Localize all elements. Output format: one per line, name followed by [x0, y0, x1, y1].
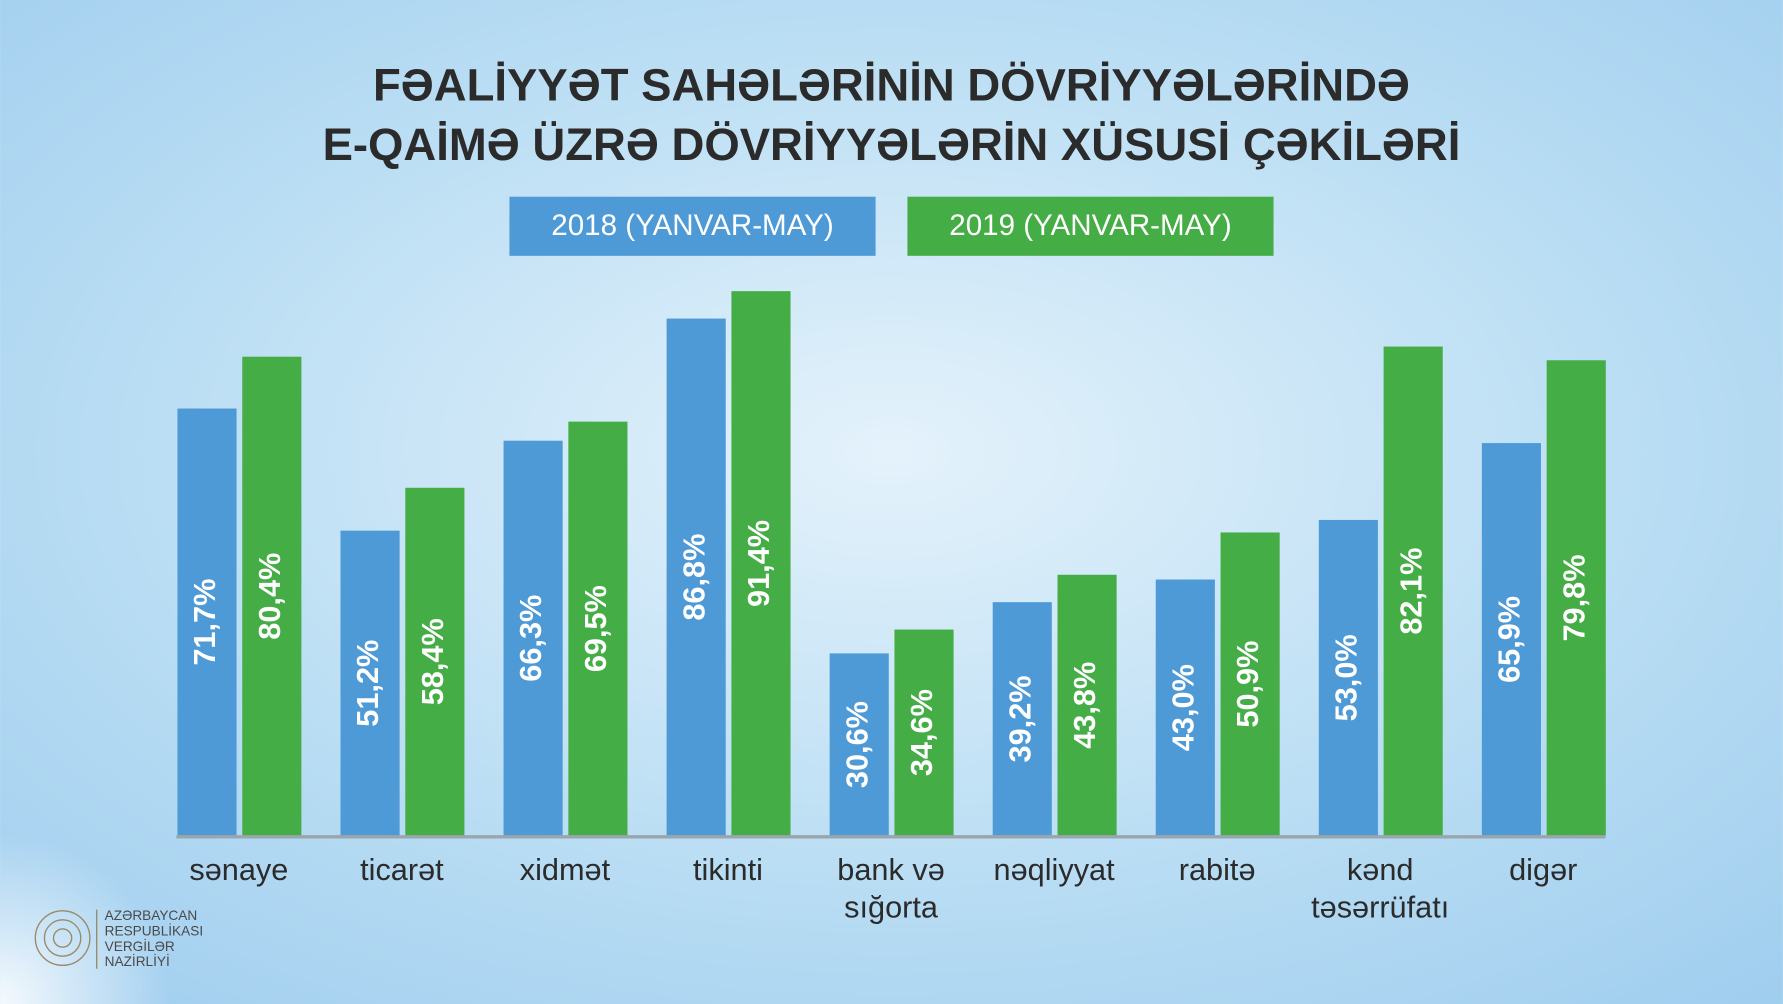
bar: [1318, 519, 1378, 836]
value-label: 39,2%: [1002, 675, 1037, 762]
bar: [1481, 443, 1541, 836]
bar: [503, 440, 563, 836]
value-label: 65,9%: [1492, 596, 1527, 683]
bar: [340, 530, 400, 836]
bar: [992, 602, 1052, 836]
bar: [568, 421, 628, 836]
bar: [1546, 360, 1606, 836]
legend-label: 2019 (YANVAR-MAY): [949, 209, 1231, 242]
x-tick-label: digər: [1509, 852, 1577, 887]
value-label: 66,3%: [513, 595, 548, 682]
value-label: 71,7%: [187, 579, 222, 666]
logo-text: AZƏRBAYCAN: [105, 908, 198, 923]
legend-swatch: [509, 196, 876, 256]
bar: [405, 487, 465, 836]
bar: [1057, 574, 1117, 836]
bar: [731, 291, 791, 836]
x-tick-label: rabitə: [1179, 852, 1256, 887]
logo-text: RESPUBLİKASI: [105, 923, 203, 938]
chart-title: FƏALİYYƏT SAHƏLƏRİNİN DÖVRİYYƏLƏRİNDƏ E-Q…: [323, 60, 1461, 170]
bar: [1155, 579, 1215, 836]
value-label: 69,5%: [578, 585, 613, 672]
bar: [177, 408, 237, 836]
bar: [894, 629, 954, 836]
bar: [829, 653, 889, 836]
x-tick-label: tikinti: [693, 852, 763, 887]
logo-emblem: [34, 909, 98, 969]
x-tick-label: kənd təsərrüfatı: [1311, 852, 1449, 925]
value-label: 79,8%: [1556, 554, 1591, 641]
x-tick-label: xidmət: [520, 852, 611, 887]
value-label: 91,4%: [741, 520, 776, 607]
value-label: 43,8%: [1067, 662, 1102, 749]
value-label: 58,4%: [415, 618, 450, 705]
legend-label: 2018 (YANVAR-MAY): [551, 209, 833, 242]
value-label: 80,4%: [252, 553, 287, 640]
legend-swatch: [907, 196, 1274, 256]
bar: [666, 318, 726, 836]
x-tick-label: ticarət: [360, 852, 444, 887]
x-tick-label: sənaye: [189, 852, 288, 887]
value-label: 82,1%: [1393, 548, 1428, 635]
value-label: 51,2%: [350, 640, 385, 727]
value-label: 50,9%: [1230, 641, 1265, 728]
x-tick-label: bank və sığorta: [837, 852, 944, 925]
value-label: 86,8%: [676, 534, 711, 621]
logo-text: NAZİRLİYİ: [105, 954, 170, 969]
value-label: 53,0%: [1328, 634, 1363, 721]
logo-text: VERGİLƏR: [105, 939, 175, 954]
value-label: 34,6%: [904, 689, 939, 776]
value-label: 30,6%: [839, 701, 874, 788]
bar: [242, 356, 302, 836]
x-tick-label: nəqliyyat: [994, 852, 1116, 887]
value-label: 43,0%: [1165, 664, 1200, 751]
bar: [1220, 532, 1280, 836]
bar: [1383, 346, 1443, 836]
